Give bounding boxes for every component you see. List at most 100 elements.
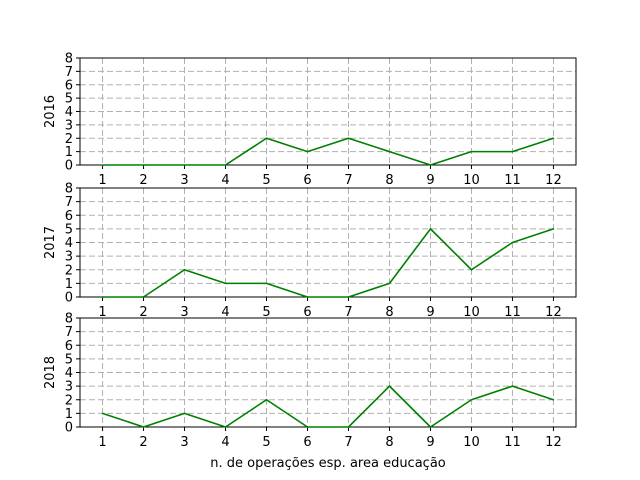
data-point xyxy=(224,282,227,285)
x-tick-label: 8 xyxy=(385,435,393,450)
data-point xyxy=(142,426,145,428)
data-point xyxy=(306,150,309,153)
data-point xyxy=(347,137,350,140)
y-tick-label: 2 xyxy=(65,263,73,278)
y-tick-label: 2 xyxy=(65,132,73,147)
series-line xyxy=(102,228,554,298)
y-tick-label: 6 xyxy=(65,78,73,93)
data-point xyxy=(183,412,186,415)
data-point xyxy=(101,296,104,298)
y-tick-label: 7 xyxy=(65,65,73,80)
data-point xyxy=(470,150,473,153)
data-point xyxy=(265,398,268,401)
data-point xyxy=(142,164,145,166)
data-point xyxy=(552,398,555,401)
data-point xyxy=(183,164,186,166)
data-point xyxy=(552,137,555,140)
series-line xyxy=(102,137,554,166)
data-point xyxy=(347,296,350,298)
y-tick-label: 8 xyxy=(65,52,73,67)
data-point xyxy=(388,150,391,153)
y-tick-label: 7 xyxy=(65,325,73,340)
x-tick-label: 9 xyxy=(426,435,434,450)
data-point xyxy=(388,282,391,285)
data-point xyxy=(101,412,104,415)
data-point xyxy=(101,164,104,166)
x-tick-label: 5 xyxy=(262,435,270,450)
x-tick-label: 2 xyxy=(139,305,147,320)
x-tick-label: 5 xyxy=(262,173,270,188)
x-tick-label: 10 xyxy=(463,435,480,450)
x-tick-label: 4 xyxy=(221,173,229,188)
y-tick-label: 5 xyxy=(65,222,73,237)
data-point xyxy=(511,385,514,387)
data-point xyxy=(429,228,432,230)
y-tick-label: 3 xyxy=(65,118,73,133)
y-tick-label: 4 xyxy=(65,236,73,251)
x-tick-label: 11 xyxy=(504,435,521,450)
x-tick-label: 1 xyxy=(98,435,106,450)
x-tick-label: 11 xyxy=(504,173,521,188)
y-tick-label: 3 xyxy=(65,380,73,395)
data-point xyxy=(429,426,432,428)
data-point xyxy=(511,241,514,244)
data-point xyxy=(511,150,514,153)
x-tick-label: 12 xyxy=(545,435,562,450)
y-tick-label: 1 xyxy=(65,277,73,292)
y-tick-label: 2 xyxy=(65,393,73,408)
x-axis-label: n. de operações esp. area educação xyxy=(210,456,446,471)
data-point xyxy=(429,164,432,166)
x-tick-label: 3 xyxy=(180,435,188,450)
x-tick-label: 4 xyxy=(221,305,229,320)
data-point xyxy=(347,426,350,428)
x-tick-label: 1 xyxy=(98,173,106,188)
y-tick-label: 6 xyxy=(65,339,73,354)
y-tick-label: 5 xyxy=(65,92,73,107)
x-tick-label: 12 xyxy=(545,305,562,320)
data-point xyxy=(552,228,555,230)
x-tick-label: 4 xyxy=(221,435,229,450)
x-tick-label: 2 xyxy=(139,173,147,188)
x-tick-label: 1 xyxy=(98,305,106,320)
data-point xyxy=(142,296,145,298)
y-axis-label: 2018 xyxy=(43,356,58,389)
data-point xyxy=(388,385,391,387)
series-line xyxy=(102,385,554,428)
y-tick-label: 1 xyxy=(65,407,73,422)
y-axis-label: 2017 xyxy=(43,226,58,259)
x-tick-label: 5 xyxy=(262,305,270,320)
y-tick-label: 0 xyxy=(65,421,73,436)
x-tick-label: 9 xyxy=(426,173,434,188)
data-point xyxy=(224,426,227,428)
y-tick-label: 5 xyxy=(65,352,73,367)
data-point xyxy=(306,426,309,428)
y-tick-label: 0 xyxy=(65,159,73,174)
x-tick-label: 2 xyxy=(139,435,147,450)
data-point xyxy=(470,398,473,401)
x-tick-label: 7 xyxy=(344,435,352,450)
x-tick-label: 11 xyxy=(504,305,521,320)
data-point xyxy=(470,268,473,271)
x-tick-label: 7 xyxy=(344,305,352,320)
x-tick-label: 7 xyxy=(344,173,352,188)
x-tick-label: 10 xyxy=(463,173,480,188)
data-point xyxy=(265,137,268,140)
y-tick-label: 8 xyxy=(65,312,73,327)
data-point xyxy=(306,296,309,298)
x-tick-label: 6 xyxy=(303,305,311,320)
y-tick-label: 8 xyxy=(65,182,73,197)
y-tick-label: 0 xyxy=(65,291,73,306)
x-tick-label: 8 xyxy=(385,305,393,320)
data-point xyxy=(183,268,186,271)
y-tick-label: 4 xyxy=(65,366,73,381)
x-tick-label: 12 xyxy=(545,173,562,188)
x-tick-label: 9 xyxy=(426,305,434,320)
data-point xyxy=(224,164,227,166)
y-tick-label: 4 xyxy=(65,105,73,120)
x-tick-label: 3 xyxy=(180,173,188,188)
y-tick-label: 3 xyxy=(65,250,73,265)
x-tick-label: 8 xyxy=(385,173,393,188)
